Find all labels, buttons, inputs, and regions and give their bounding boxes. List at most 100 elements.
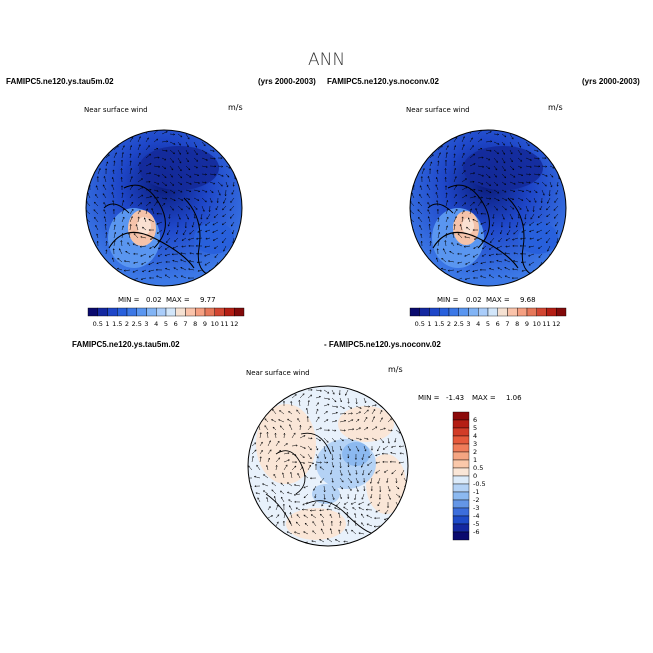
colorbar-tick-label: 0.5 (415, 320, 425, 328)
colorbar-swatch (452, 507, 470, 517)
colorbar-swatch (214, 307, 225, 317)
colorbar-tick-label: 9 (525, 320, 529, 328)
colorbar-swatch (452, 491, 470, 501)
colorbar-swatch (452, 451, 470, 461)
colorbar-tick-label: 4 (476, 320, 480, 328)
colorbar-tick-label: 5 (473, 424, 477, 432)
colorbar-swatch (507, 307, 518, 317)
colorbar-tick-label: -3 (473, 504, 479, 512)
colorbar-tick-label: -5 (473, 520, 479, 528)
colorbar-swatch (439, 307, 450, 317)
colorbar-tick-label: -6 (473, 528, 479, 536)
panel3-max-label: MAX = (472, 394, 496, 402)
colorbar-swatch (458, 307, 469, 317)
colorbar-tick-label: 7 (505, 320, 509, 328)
colorbar-swatch (478, 307, 489, 317)
colorbar-swatch (419, 307, 430, 317)
panel2-max-label: MAX = (486, 296, 510, 304)
colorbar-swatch (497, 307, 508, 317)
colorbar-tick-label: 4 (154, 320, 158, 328)
colorbar-tick-label: 1 (105, 320, 109, 328)
colorbar-swatch (452, 435, 470, 445)
colorbar-tick-label: 11 (542, 320, 550, 328)
panel1-min-label: MIN = (118, 296, 140, 304)
panel2-colorbar: 0.5 1 1.5 2 2.5 3 4 5 6 7 8 9 10 11 12 (409, 307, 567, 328)
colorbar-swatch (452, 475, 470, 485)
colorbar-swatch (136, 307, 147, 317)
colorbar-swatch (97, 307, 108, 317)
colorbar-swatch (452, 443, 470, 453)
colorbar-swatch (185, 307, 196, 317)
colorbar-swatch (452, 467, 470, 477)
colorbar-swatch (452, 459, 470, 469)
colorbar-swatch (126, 307, 137, 317)
colorbar-tick-label: 2 (473, 448, 477, 456)
panel3-min-value: -1.43 (446, 394, 465, 402)
colorbar-swatch (156, 307, 167, 317)
colorbar-tick-label: 11 (220, 320, 228, 328)
plot-title: ANN (308, 50, 346, 70)
colorbar-swatch (224, 307, 235, 317)
colorbar-swatch (526, 307, 537, 317)
colorbar-swatch (546, 307, 557, 317)
panel1-years: (yrs 2000-2003) (258, 77, 316, 86)
colorbar-swatch (452, 419, 470, 429)
panel3-max-value: 1.06 (506, 394, 522, 402)
panel2-units: m/s (548, 103, 563, 112)
colorbar-tick-label: 2.5 (132, 320, 142, 328)
colorbar-tick-label: 0.5 (93, 320, 103, 328)
panel1-max-label: MAX = (166, 296, 190, 304)
colorbar-tick-label: 12 (230, 320, 238, 328)
colorbar-swatch (234, 307, 245, 317)
colorbar-swatch (487, 307, 498, 317)
colorbar-swatch (452, 515, 470, 525)
colorbar-swatch (409, 307, 420, 317)
colorbar-swatch (87, 307, 98, 317)
panel1-min-value: 0.02 (146, 296, 162, 304)
panel2-case-name: FAMIPC5.ne120.ys.noconv.02 (327, 77, 439, 86)
colorbar-tick-label: 1.5 (434, 320, 444, 328)
panel2-polar-map (409, 129, 567, 287)
colorbar-tick-label: 1 (427, 320, 431, 328)
colorbar-swatch (536, 307, 547, 317)
panel3-case-a: FAMIPC5.ne120.ys.tau5m.02 (72, 340, 180, 349)
panel2-min-label: MIN = (437, 296, 459, 304)
colorbar-tick-label: 0 (473, 472, 477, 480)
panel3-min-label: MIN = (418, 394, 440, 402)
colorbar-tick-label: 5 (164, 320, 168, 328)
panel1-polar-map (85, 129, 243, 287)
colorbar-swatch (468, 307, 479, 317)
colorbar-swatch (452, 523, 470, 533)
panel3-units: m/s (388, 365, 403, 374)
colorbar-tick-label: 1 (473, 456, 477, 464)
colorbar-tick-label: 6 (496, 320, 500, 328)
panel1-colorbar: 0.5 1 1.5 2 2.5 3 4 5 6 7 8 9 10 11 12 (87, 307, 245, 328)
colorbar-swatch (429, 307, 440, 317)
panel1-units: m/s (228, 103, 243, 112)
colorbar-swatch (452, 483, 470, 493)
panel3-polar-map (247, 385, 409, 547)
colorbar-swatch (448, 307, 459, 317)
panel3-case-b: - FAMIPC5.ne120.ys.noconv.02 (324, 340, 441, 349)
colorbar-swatch (204, 307, 215, 317)
colorbar-tick-label: 3 (466, 320, 470, 328)
colorbar-tick-label: 8 (515, 320, 519, 328)
colorbar-tick-label: 6 (174, 320, 178, 328)
panel1-field-label: Near surface wind (84, 106, 148, 114)
colorbar-swatch (107, 307, 118, 317)
panel2-max-value: 9.68 (520, 296, 536, 304)
colorbar-swatch (117, 307, 128, 317)
colorbar-tick-label: 9 (203, 320, 207, 328)
panel2-field-label: Near surface wind (406, 106, 470, 114)
colorbar-tick-label: 6 (473, 416, 477, 424)
colorbar-swatch (146, 307, 157, 317)
colorbar-swatch (452, 411, 470, 421)
colorbar-swatch (452, 427, 470, 437)
panel1-case-name: FAMIPC5.ne120.ys.tau5m.02 (6, 77, 114, 86)
colorbar-swatch (556, 307, 567, 317)
colorbar-tick-label: 2 (447, 320, 451, 328)
colorbar-tick-label: 2 (125, 320, 129, 328)
panel2-min-value: 0.02 (466, 296, 482, 304)
colorbar-tick-label: 12 (552, 320, 560, 328)
